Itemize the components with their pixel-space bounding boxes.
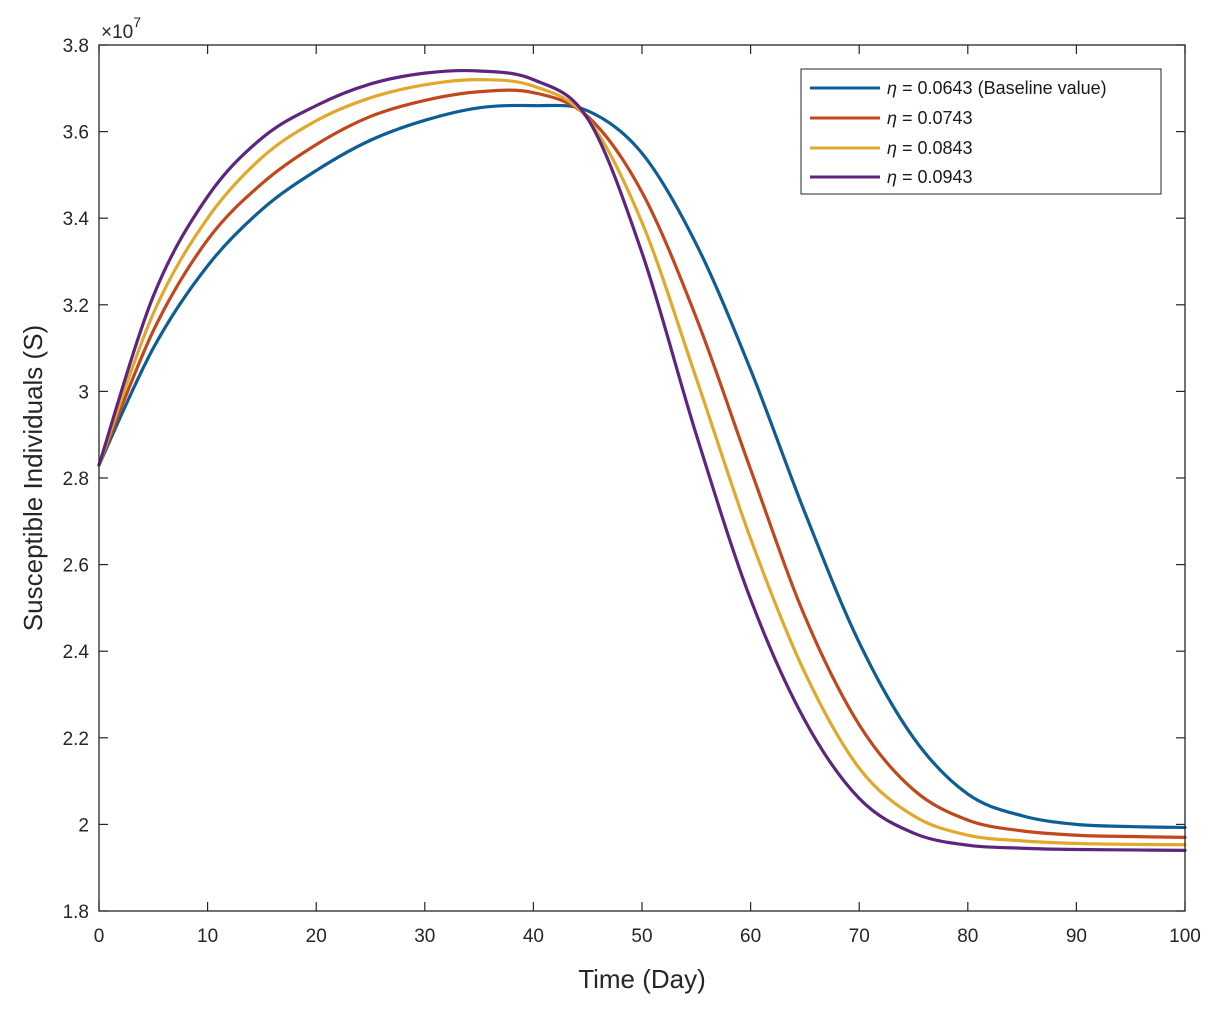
legend-value-2: = 0.0843	[897, 138, 973, 158]
y-tick-label: 2.8	[63, 469, 89, 490]
legend-symbol-1: η	[887, 108, 897, 128]
legend-label-0: η = 0.0643 (Baseline value)	[887, 78, 1107, 98]
y-tick-label: 3.6	[63, 123, 89, 144]
x-tick-label: 40	[523, 926, 544, 947]
y-tick-label: 1.8	[63, 902, 89, 923]
y-multiplier-base: ×10	[101, 22, 133, 43]
y-tick-label: 3.8	[63, 36, 89, 57]
legend-box	[800, 68, 1162, 195]
legend-symbol-2: η	[887, 138, 897, 158]
legend-label-2: η = 0.0843	[887, 138, 973, 158]
legend-symbol-3: η	[887, 167, 897, 187]
legend-value-1: = 0.0743	[897, 108, 973, 128]
y-multiplier-exponent: 7	[133, 14, 141, 30]
series-line-1	[97, 88, 1187, 839]
y-tick-label: 2.2	[63, 729, 89, 750]
x-tick-label: 90	[1066, 926, 1087, 947]
y-tick-label: 2	[78, 815, 89, 836]
legend-value-3: = 0.0943	[897, 167, 973, 187]
x-tick-label: 30	[414, 926, 435, 947]
legend-label-1: η = 0.0743	[887, 108, 973, 128]
y-tick-label: 3.2	[63, 296, 89, 317]
x-tick-label: 0	[94, 926, 105, 947]
x-tick-label: 20	[306, 926, 327, 947]
x-axis-label: Time (Day)	[578, 964, 706, 994]
x-tick-label: 80	[957, 926, 978, 947]
legend: η = 0.0643 (Baseline value) η = 0.0743 η…	[800, 68, 1162, 195]
legend-symbol-0: η	[887, 78, 897, 98]
series-layer	[97, 68, 1187, 852]
x-tick-label: 10	[197, 926, 218, 947]
y-tick-label: 3	[78, 382, 89, 403]
y-tick-label: 2.4	[63, 642, 90, 663]
y-multiplier: ×107	[101, 14, 141, 43]
y-tick-label: 2.6	[63, 556, 89, 577]
y-tick-label: 3.4	[63, 209, 90, 230]
series-line-2	[97, 78, 1187, 847]
tick-layer: 0 10 20 30 40 50 60 70 80 90 100 1.8 2 2.2 2.4 2.6 2.8 3 3…	[63, 36, 1201, 947]
x-tick-label: 50	[631, 926, 652, 947]
x-tick-label: 70	[849, 926, 870, 947]
series-line-3	[97, 68, 1187, 852]
series-line-0	[97, 103, 1187, 830]
y-axis-label: Susceptible Individuals (S)	[18, 325, 48, 631]
x-tick-label: 60	[740, 926, 761, 947]
x-tick-label: 100	[1169, 926, 1201, 947]
legend-label-3: η = 0.0943	[887, 167, 973, 187]
legend-value-0: = 0.0643 (Baseline value)	[897, 78, 1107, 98]
